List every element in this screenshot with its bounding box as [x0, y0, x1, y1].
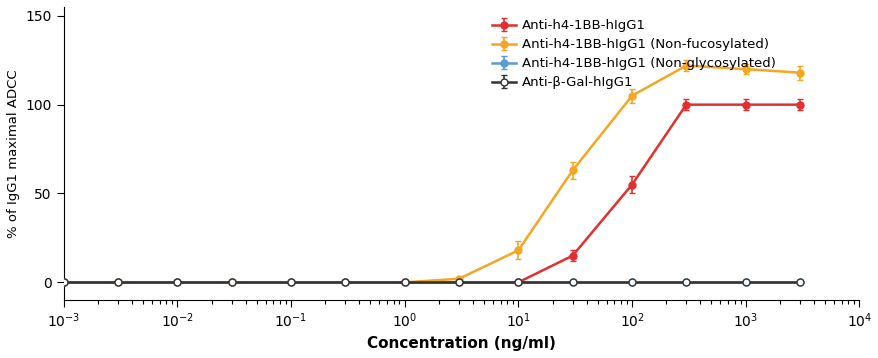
Legend: Anti-h4-1BB-hIgG1, Anti-h4-1BB-hIgG1 (Non-fucosylated), Anti-h4-1BB-hIgG1 (Non-g: Anti-h4-1BB-hIgG1, Anti-h4-1BB-hIgG1 (No…: [492, 19, 775, 89]
Y-axis label: % of IgG1 maximal ADCC: % of IgG1 maximal ADCC: [7, 69, 20, 238]
X-axis label: Concentration (ng/ml): Concentration (ng/ml): [367, 336, 555, 351]
